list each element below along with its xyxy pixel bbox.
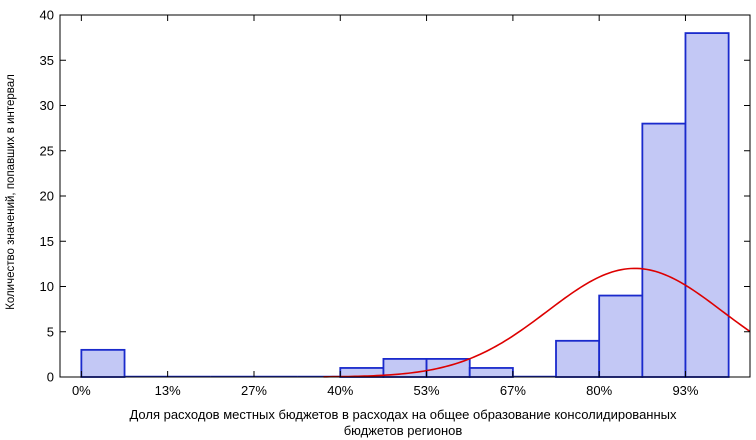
y-tick-label: 40 [40,8,54,23]
x-axis-title-line-2: бюджетов регионов [344,423,463,438]
histogram-bar [684,32,730,378]
axes: 0 5 10 15 20 25 30 35 40 0% 13% 27% 40% 53% 67% 80% 93% [40,8,751,398]
x-tick-label: 40% [327,383,353,398]
y-tick-label: 30 [40,98,54,113]
histogram-bar [555,339,601,378]
x-axis-title-line-1: Доля расходов местных бюджетов в расхода… [129,407,677,422]
histogram-bar [80,348,126,378]
histogram-bar [468,367,514,378]
x-tick-label: 27% [241,383,267,398]
y-tick-label: 0 [47,370,54,385]
x-tick-label: 67% [500,383,526,398]
y-tick-label: 10 [40,279,54,294]
x-tick-label: 13% [155,383,181,398]
y-tick-label: 5 [47,324,54,339]
histogram-bar [598,294,644,378]
y-axis-title: Количество значений, попавших в интервал [5,74,17,310]
x-tick-label: 93% [672,383,698,398]
x-tick-label: 0% [72,383,91,398]
x-tick-label: 53% [414,383,440,398]
y-tick-label: 20 [40,189,54,204]
x-tick-label: 80% [586,383,612,398]
y-tick-label: 35 [40,53,54,68]
normal-fit-curve [323,267,751,378]
histogram-bar [641,122,687,378]
plot-area [80,32,751,378]
y-tick-label: 25 [40,143,54,158]
y-tick-label: 15 [40,234,54,249]
